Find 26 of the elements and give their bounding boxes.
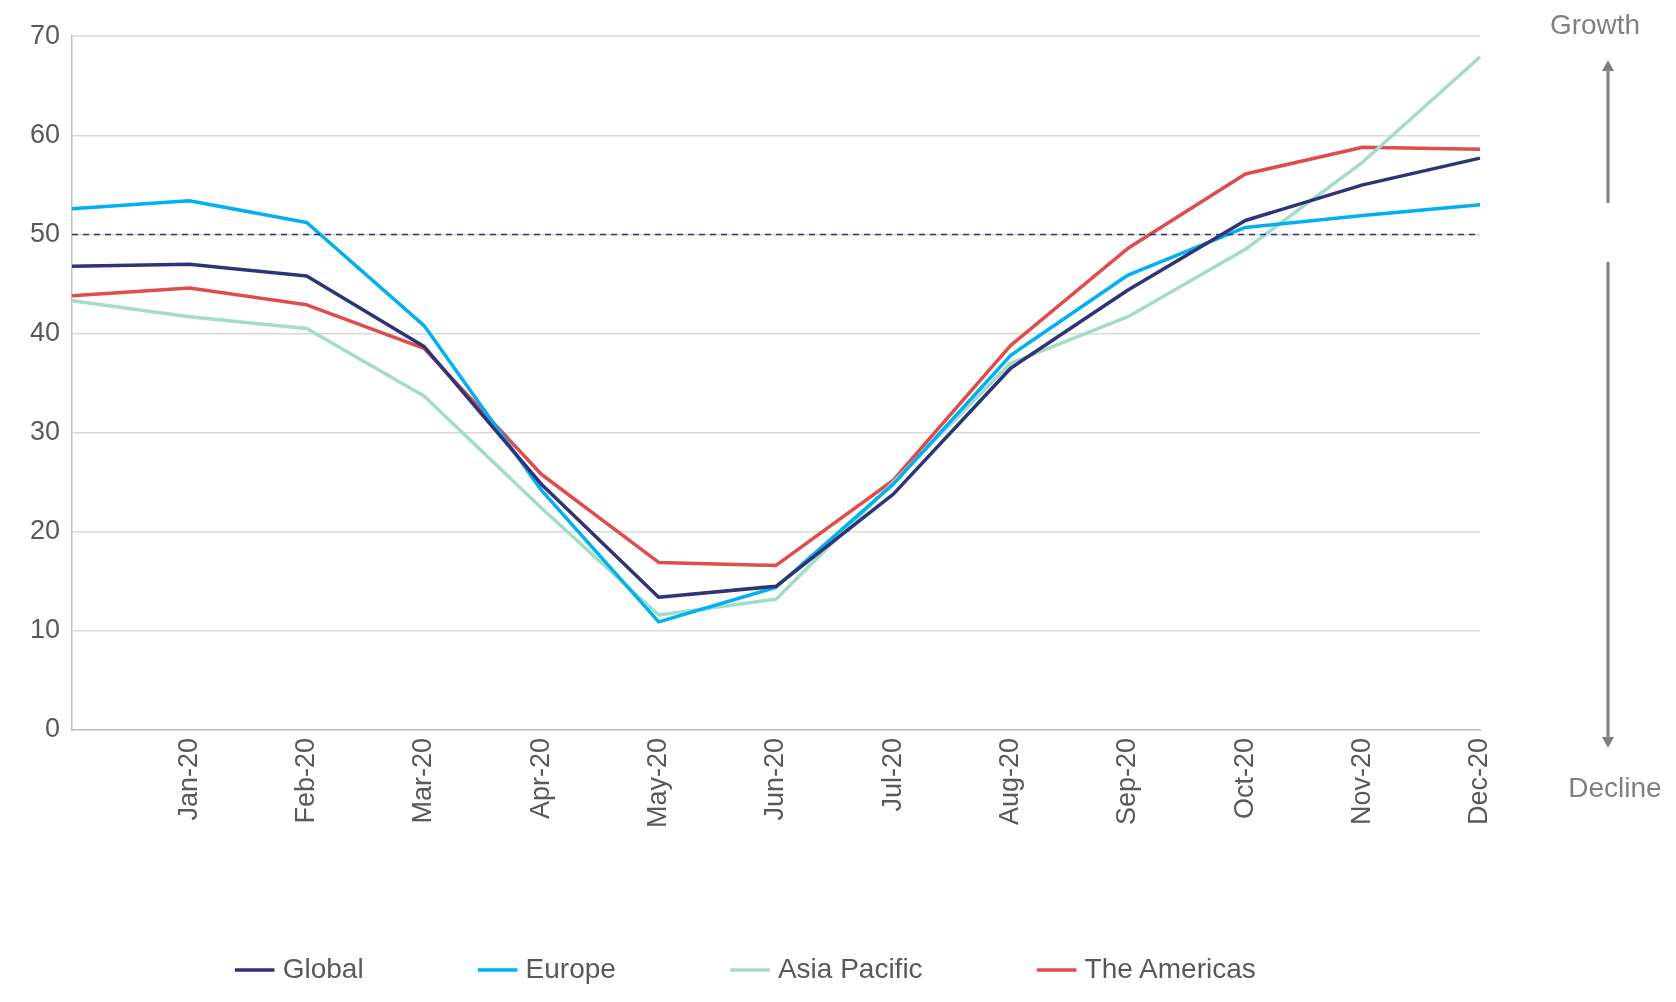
y-tick-label: 50	[29, 217, 61, 248]
text: Decline	[1568, 771, 1662, 803]
x-tick-label: Apr-20	[524, 737, 555, 820]
y-tick-label: 60	[29, 118, 61, 149]
x-tick-label: Oct-20	[1228, 737, 1259, 819]
y-tick-label: 20	[29, 515, 61, 546]
text: Growth	[1549, 8, 1641, 40]
x-tick-label: Feb-20	[290, 737, 321, 824]
x-tick-label: May-20	[642, 737, 673, 828]
y-tick-label: 0	[45, 713, 61, 744]
legend-label: Asia Pacific	[777, 952, 923, 984]
y-tick-label: 70	[29, 19, 61, 50]
x-tick-label: Jan-20	[172, 737, 203, 821]
x-tick-label: Aug-20	[994, 737, 1025, 826]
legend-label: Europe	[525, 952, 616, 984]
y-tick-label: 30	[29, 416, 61, 447]
x-tick-label: Mar-20	[407, 737, 438, 824]
x-tick-label: Jun-20	[759, 737, 790, 821]
y-tick-label: 40	[29, 316, 61, 347]
x-tick-label: Dec-20	[1463, 737, 1494, 826]
legend-label: The Americas	[1084, 952, 1256, 984]
x-tick-label: Nov-20	[1346, 737, 1377, 826]
x-tick-label: Sep-20	[1111, 737, 1142, 826]
y-tick-label: 10	[29, 614, 61, 645]
x-tick-label: Jul-20	[876, 737, 907, 812]
legend-label: Global	[282, 952, 364, 984]
